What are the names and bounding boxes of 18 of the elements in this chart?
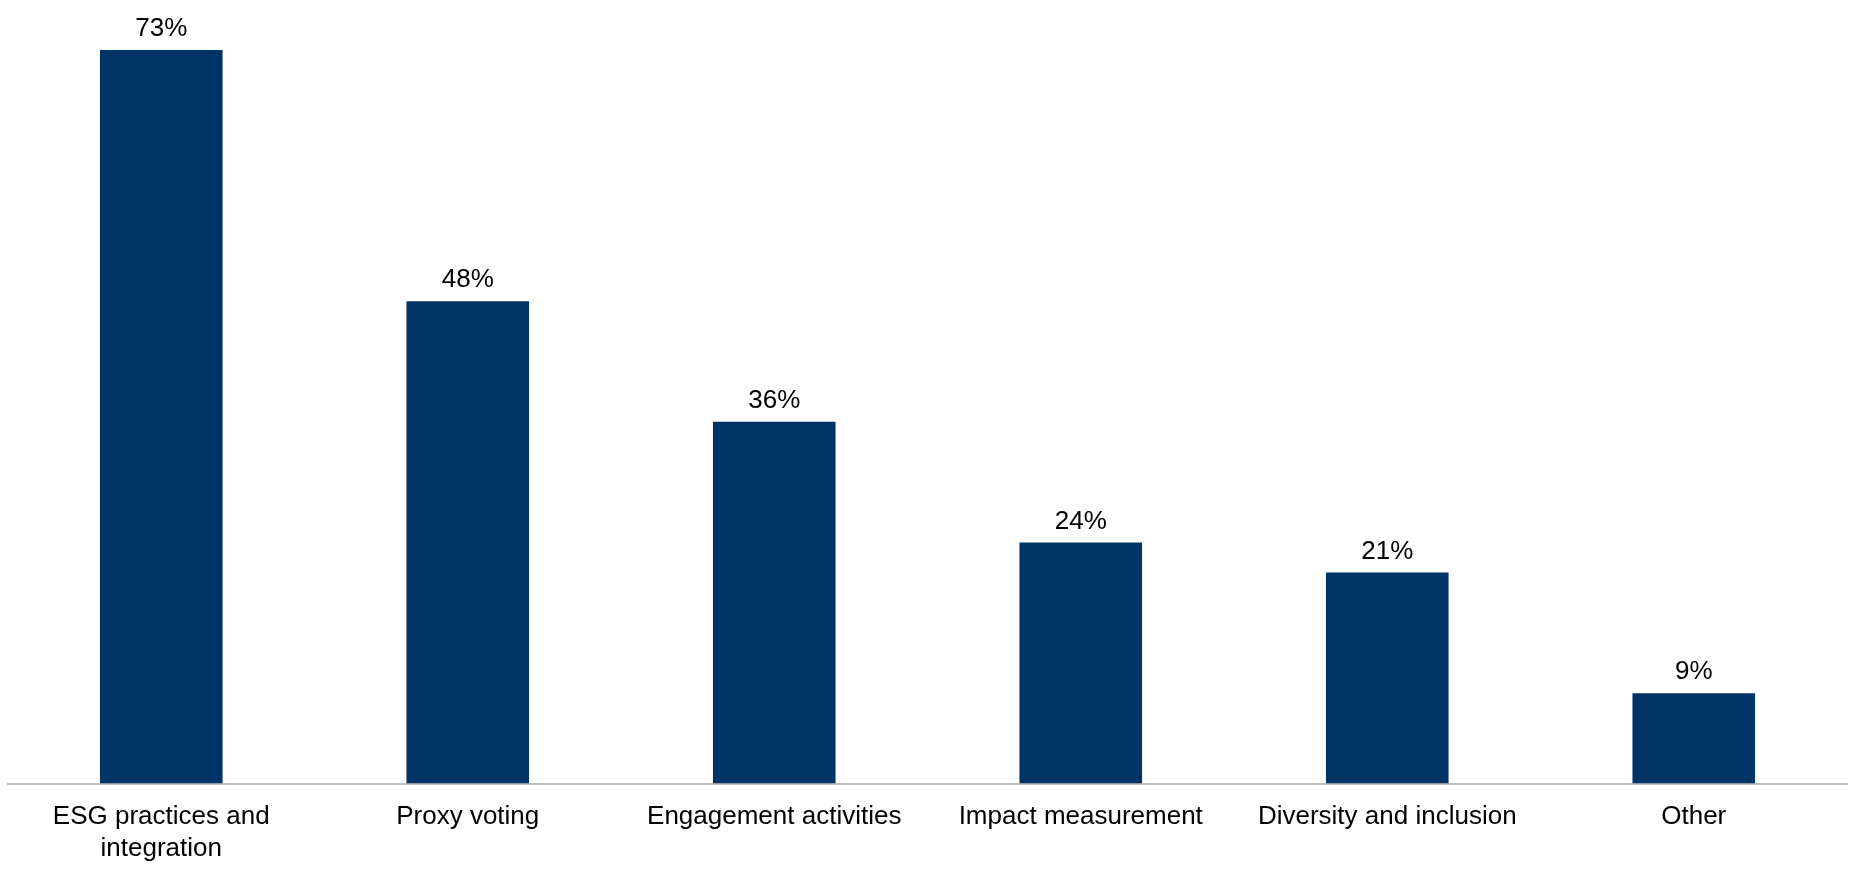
data-label: 48%	[441, 263, 494, 294]
x-tick-label: Engagement activities	[647, 800, 902, 831]
bar	[99, 50, 223, 784]
bar	[1632, 693, 1756, 784]
x-tick-label: ESG practices and integration	[52, 800, 270, 862]
data-label: 21%	[1361, 534, 1414, 565]
bar	[1019, 542, 1143, 784]
data-label: 73%	[135, 12, 188, 43]
bar	[712, 421, 836, 784]
bar	[406, 301, 530, 784]
bar	[1325, 572, 1449, 784]
x-tick-label: Impact measurement	[958, 800, 1204, 831]
x-tick-label: Diversity and inclusion	[1257, 800, 1517, 831]
x-tick-label: Proxy voting	[396, 800, 540, 831]
data-label: 36%	[748, 384, 801, 414]
data-label: 9%	[1674, 655, 1713, 686]
data-label: 24%	[1054, 504, 1107, 535]
x-tick-label: Other	[1661, 800, 1727, 831]
